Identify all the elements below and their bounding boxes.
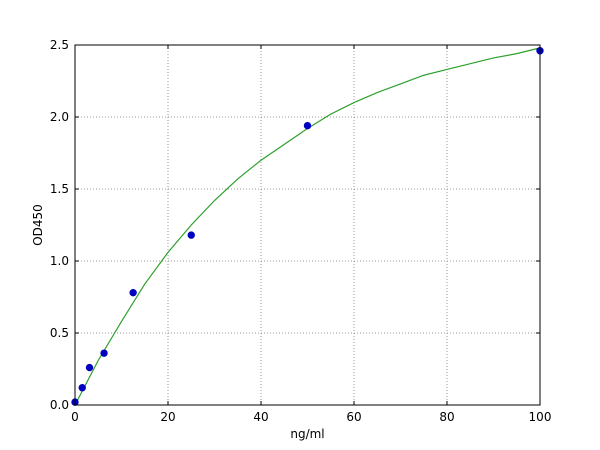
plot-frame — [74, 44, 541, 406]
data-point — [78, 384, 86, 392]
y-tick-label: 1.5 — [50, 182, 69, 196]
x-tick-label: 60 — [346, 410, 361, 424]
y-tick-label: 2.0 — [50, 110, 69, 124]
y-tick-label: 1.0 — [50, 254, 69, 268]
data-point — [303, 121, 312, 130]
y-tick-label: 0.5 — [50, 326, 69, 340]
x-tick-label: 0 — [71, 410, 79, 424]
x-tick-label: 40 — [253, 410, 268, 424]
x-axis-label: ng/ml — [290, 427, 324, 441]
data-point — [100, 349, 108, 357]
ticks-layer: 0 20 40 60 80 100 0.0 0.5 1.0 1.5 2.0 2.5 — [50, 38, 552, 424]
data-point — [129, 288, 137, 297]
fit-curve — [74, 47, 541, 406]
points-layer — [71, 47, 544, 406]
x-tick-label: 100 — [529, 410, 552, 424]
data-point — [85, 363, 94, 372]
curve-layer — [74, 47, 541, 406]
data-point — [187, 231, 195, 239]
y-tick-label: 2.5 — [50, 38, 69, 52]
grid-layer — [75, 45, 540, 405]
y-tick-label: 0.0 — [50, 398, 69, 412]
y-axis-label: OD450 — [31, 204, 45, 246]
x-tick-label: 20 — [160, 410, 175, 424]
x-tick-label: 80 — [439, 410, 454, 424]
